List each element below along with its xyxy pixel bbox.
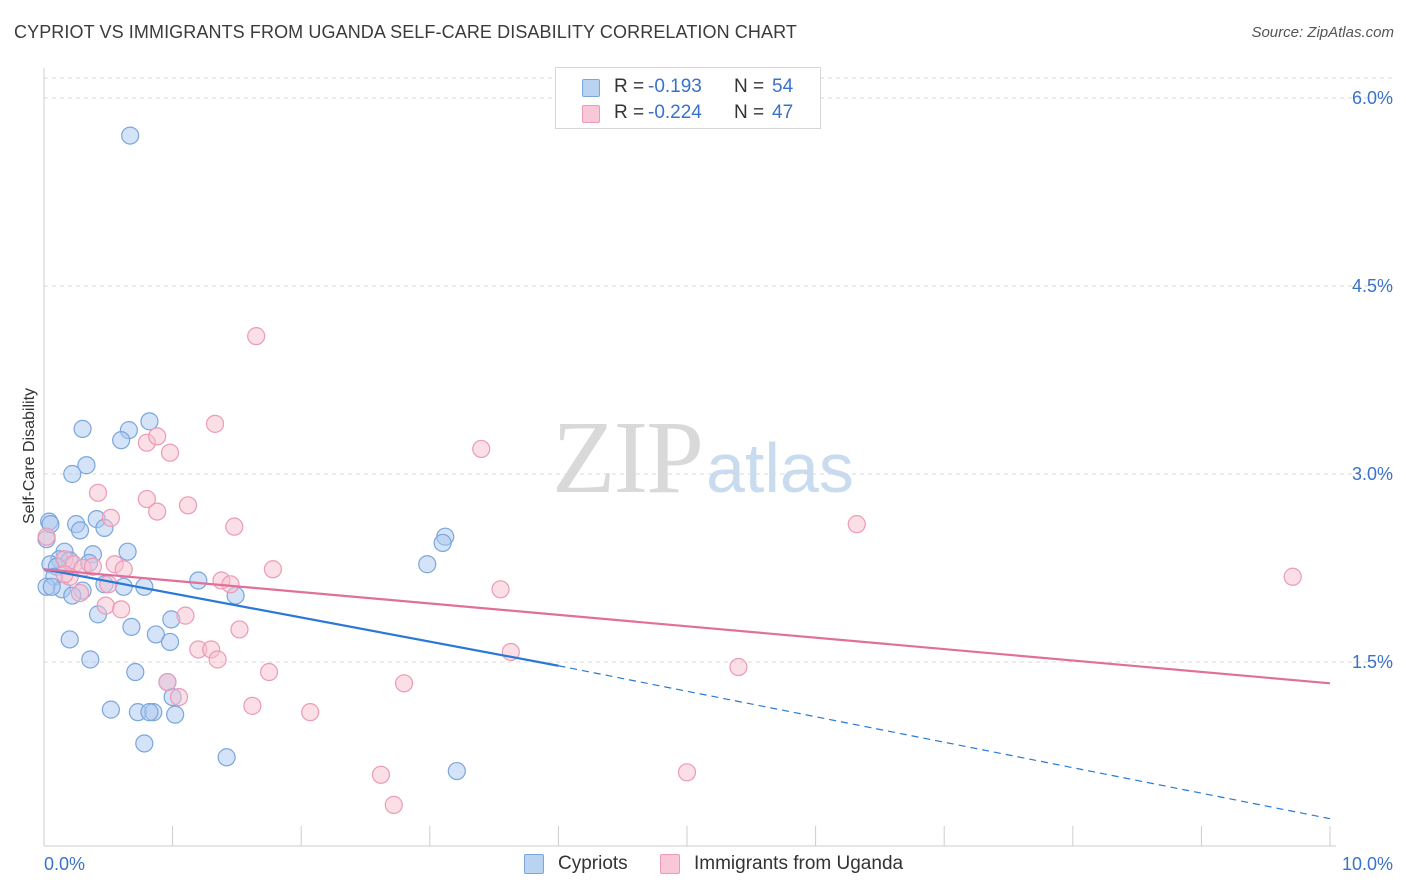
uganda-point [37, 527, 56, 546]
uganda-point [259, 662, 279, 682]
uganda-point [88, 483, 108, 502]
cypriots-point [114, 577, 133, 596]
cypriots-point [42, 577, 61, 596]
uganda-point [729, 657, 748, 677]
cypriots-point [112, 431, 131, 450]
uganda-point [148, 502, 167, 521]
uganda-point [114, 560, 133, 579]
cypriots-point [146, 625, 165, 644]
cypriots-point [60, 630, 79, 649]
uganda-point [83, 557, 102, 576]
uganda-point [1283, 567, 1302, 586]
cypriots-trend-extension [558, 665, 1331, 820]
cypriots-legend-swatch [524, 854, 544, 874]
y-tick-label: 6.0% [1352, 88, 1393, 108]
y-tick-label: 1.5% [1352, 652, 1393, 672]
stats-legend: R = -0.193 N = 54 R = -0.224 N = 47 [555, 67, 821, 129]
uganda-point [96, 596, 115, 615]
r-label: R = [614, 76, 645, 97]
uganda-point [158, 672, 177, 692]
n-label: N = [734, 76, 765, 97]
cypriots-point [70, 521, 90, 540]
cypriots-point [166, 705, 185, 724]
uganda-point [148, 427, 167, 446]
n-value: 47 [772, 102, 794, 123]
uganda-point [371, 765, 391, 784]
uganda-point [230, 620, 249, 639]
cypriots-point [81, 650, 100, 669]
cypriots-point [118, 542, 137, 561]
cypriots-point [121, 126, 140, 145]
r-value: -0.193 [648, 76, 702, 97]
y-tick-label: 4.5% [1352, 276, 1393, 296]
uganda-point [394, 674, 414, 693]
cypriots-point [77, 456, 96, 475]
uganda-swatch [582, 105, 600, 123]
cypriots-point [63, 464, 82, 484]
cypriots-point [140, 703, 159, 722]
uganda-point [205, 414, 225, 433]
r-label: R = [614, 102, 645, 123]
uganda-point [176, 606, 195, 625]
cypriots-point [135, 734, 154, 753]
r-value: -0.224 [648, 102, 702, 123]
cypriots-point [447, 761, 466, 781]
cypriots-point [433, 533, 452, 553]
uganda-point [491, 580, 510, 599]
y-tick-label: 3.0% [1352, 464, 1393, 484]
cypriots-point [217, 748, 236, 767]
n-label: N = [734, 102, 765, 123]
cypriots-legend-label: Cypriots [558, 853, 628, 874]
uganda-point [160, 443, 180, 462]
uganda-point [169, 687, 189, 707]
chart-title: CYPRIOT VS IMMIGRANTS FROM UGANDA SELF-C… [14, 22, 797, 42]
uganda-point [208, 650, 227, 669]
x-tick-label-min: 0.0% [44, 854, 85, 874]
y-axis-label: Self-Care Disability [21, 387, 38, 525]
cypriots-point [418, 555, 437, 574]
stats-legend-row-cypriots: R = -0.193 N = 54 [556, 75, 820, 101]
uganda-point [101, 508, 120, 527]
cypriots-trend-line [43, 568, 559, 667]
uganda-point [70, 583, 90, 603]
uganda-point [112, 600, 131, 619]
cypriots-point [189, 571, 208, 590]
uganda-point [247, 327, 266, 346]
cypriots-point [122, 617, 141, 637]
cypriots-point [73, 419, 92, 438]
cypriots-point [160, 632, 180, 652]
uganda-point [677, 763, 697, 782]
uganda-legend-label: Immigrants from Uganda [694, 853, 904, 874]
uganda-point [384, 795, 403, 814]
cypriots-point [101, 700, 120, 719]
uganda-point [178, 496, 198, 515]
uganda-point [847, 515, 866, 534]
uganda-point [99, 575, 118, 594]
x-tick-label-max: 10.0% [1342, 854, 1393, 874]
uganda-point [472, 439, 491, 459]
uganda-legend-swatch [660, 854, 680, 874]
n-value: 54 [772, 76, 794, 97]
uganda-point [243, 696, 262, 715]
cypriots-point [126, 662, 145, 682]
uganda-point [263, 560, 283, 579]
stats-legend-row-uganda: R = -0.224 N = 47 [556, 101, 820, 127]
uganda-point [301, 703, 320, 722]
uganda-point [137, 489, 156, 509]
uganda-trend-line [43, 568, 1331, 685]
chart-source: Source: ZipAtlas.com [1251, 24, 1394, 41]
uganda-point [225, 517, 244, 536]
cypriots-swatch [582, 79, 600, 97]
cypriots-point [140, 412, 159, 431]
